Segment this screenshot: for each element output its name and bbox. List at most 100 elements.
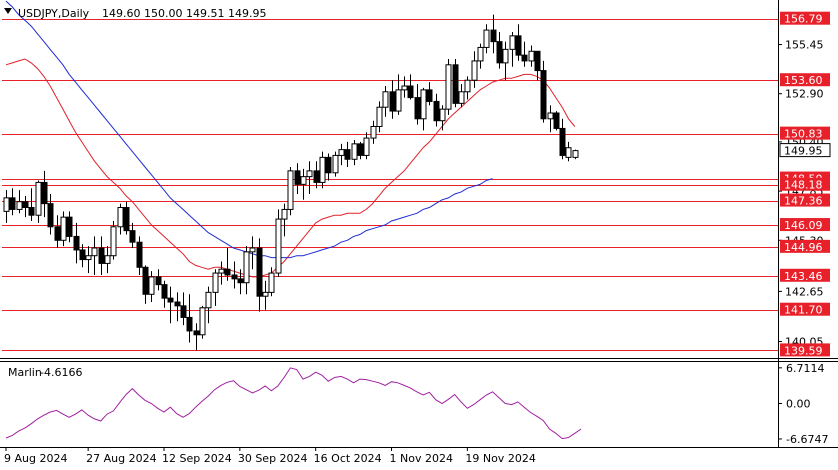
oscillator-line: [5, 367, 582, 440]
candle-body-bear: [186, 316, 193, 332]
candle: [22, 195, 29, 218]
chart-frame: [0, 0, 838, 448]
candle: [370, 120, 377, 144]
candle: [91, 236, 98, 275]
price-axis: 155.45152.90150.40147.85145.30142.65140.…: [778, 11, 831, 446]
level-label: 139.59: [784, 344, 823, 357]
candle: [344, 141, 351, 167]
candle-body-bear: [129, 230, 136, 243]
indicator-name: Marlin: [8, 366, 42, 379]
candle: [85, 246, 92, 274]
candle-body-bull: [547, 112, 554, 120]
candle: [395, 74, 402, 115]
candle: [180, 292, 187, 326]
moving-average-slow: [5, 0, 493, 259]
time-tick-label: 19 Nov 2024: [465, 452, 535, 465]
candle-body-bear: [389, 91, 396, 112]
candle-body-bear: [313, 170, 320, 183]
time-tick-label: 16 Oct 2024: [314, 452, 382, 465]
candle-body-bull: [205, 291, 212, 309]
candle-body-bear: [407, 85, 414, 99]
candle-body-bull: [218, 268, 225, 274]
candle-body-bear: [534, 50, 541, 72]
candle-body-bull: [363, 137, 370, 156]
candle-body-bull: [306, 170, 313, 178]
indicator-value: -4.6166: [40, 366, 82, 379]
candle: [332, 151, 339, 177]
level-label-bg: [780, 177, 830, 191]
moving-average-fast: [5, 58, 576, 278]
candle: [420, 87, 427, 131]
candle-body-bull: [275, 218, 282, 274]
candle: [224, 248, 231, 281]
level-label-bg: [780, 73, 830, 87]
level-label: 147.36: [784, 195, 823, 208]
oscillator-tick-label: -6.6747: [786, 433, 828, 446]
candle: [528, 45, 535, 67]
candle: [174, 292, 181, 322]
candle-body-bull: [332, 154, 339, 174]
candle: [452, 59, 459, 108]
candle-body-bear: [9, 197, 16, 210]
candle-body-bear: [47, 203, 54, 228]
candle: [319, 151, 326, 189]
level-label-bg: [780, 239, 830, 253]
oscillator-tick-label: 6.7114: [786, 362, 825, 375]
candle: [496, 32, 503, 69]
level-lines: [2, 19, 778, 351]
candle-body-bear: [553, 112, 560, 129]
time-tick-label: 27 Aug 2024: [86, 452, 156, 465]
candle: [483, 24, 490, 54]
candle-body-bull: [395, 89, 402, 112]
candle-body-bull: [439, 108, 446, 122]
candle-body-bull: [464, 79, 471, 93]
candle: [256, 238, 263, 312]
candle: [502, 41, 509, 81]
candle: [3, 190, 10, 223]
candle: [547, 105, 554, 133]
candle: [490, 14, 497, 54]
candle-body-bear: [256, 247, 263, 297]
level-label: 148.18: [784, 179, 823, 192]
candle-body-bull: [60, 216, 67, 241]
current-price-label: 149.95: [784, 145, 823, 158]
candle-body-bull: [35, 181, 42, 216]
candle: [167, 286, 174, 324]
candle-body-bull: [262, 291, 269, 297]
candle: [572, 149, 579, 160]
candle: [407, 74, 414, 100]
candle: [534, 50, 541, 81]
candle-body-bull: [212, 272, 219, 293]
candle: [186, 294, 193, 343]
candle: [294, 163, 301, 194]
candle-body-bear: [237, 278, 244, 284]
level-label-bg: [780, 11, 830, 25]
candle: [161, 280, 168, 308]
level-label-bg: [780, 343, 830, 357]
dropdown-triangle-icon[interactable]: [4, 8, 12, 14]
candle: [313, 161, 320, 189]
candle-body-bull: [281, 208, 288, 220]
candle-body-bull: [110, 226, 117, 257]
candle-body-bear: [79, 249, 86, 261]
candles: [3, 14, 579, 351]
candle-body-bear: [325, 156, 332, 174]
candle: [66, 211, 73, 243]
candle: [458, 84, 465, 108]
candle: [338, 143, 345, 166]
candle-body-bear: [414, 97, 421, 120]
oscillator-pane: [5, 367, 582, 440]
candle: [104, 246, 111, 274]
symbol-label: USDJPY,Daily: [18, 7, 90, 20]
candle: [218, 261, 225, 285]
candle-body-bear: [174, 301, 181, 307]
candle-body-bull: [382, 91, 389, 108]
candle-body-bull: [401, 85, 408, 91]
candle-body-bull: [3, 197, 10, 212]
candle-body-bull: [445, 64, 452, 110]
level-label: 150.83: [784, 128, 823, 141]
candle: [212, 269, 219, 306]
candle-body-bear: [559, 127, 566, 156]
candle: [155, 269, 162, 291]
